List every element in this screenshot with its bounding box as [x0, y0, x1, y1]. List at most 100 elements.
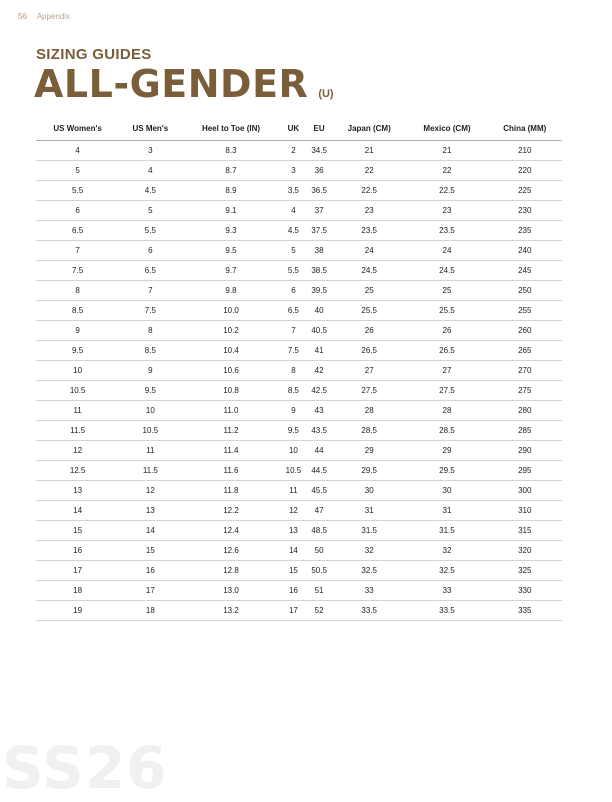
table-cell: 22.5 [331, 180, 407, 201]
table-cell: 27 [406, 360, 488, 381]
table-cell: 2 [280, 140, 307, 161]
table-cell: 240 [487, 240, 562, 261]
table-cell: 3 [280, 160, 307, 181]
table-cell: 5 [36, 160, 120, 181]
table-cell: 13 [280, 520, 307, 541]
table-cell: 11 [119, 440, 182, 461]
page-title: ALL-GENDER [34, 62, 309, 106]
table-cell: 315 [487, 520, 562, 541]
table-cell: 33 [331, 580, 407, 601]
table-cell: 9.5 [119, 380, 182, 401]
table-cell: 22 [406, 160, 488, 181]
table-row: 13 12 11.8 11 45.5 30 30 300 [36, 480, 562, 501]
table-cell: 16 [280, 580, 307, 601]
table-cell: 270 [487, 360, 562, 381]
table-cell: 7 [36, 240, 120, 261]
table-cell: 260 [487, 320, 562, 341]
table-cell: 6 [119, 240, 182, 261]
table-cell: 24.5 [331, 260, 407, 281]
table-cell: 27 [331, 360, 407, 381]
table-cell: 17 [280, 600, 307, 621]
table-cell: 32 [331, 540, 407, 561]
table-cell: 280 [487, 400, 562, 421]
table-cell: 28 [406, 400, 488, 421]
table-cell: 14 [119, 520, 182, 541]
table-cell: 29 [406, 440, 488, 461]
table-cell: 255 [487, 300, 562, 321]
table-cell: 8.5 [119, 340, 182, 361]
table-cell: 15 [280, 560, 307, 581]
table-cell: 27.5 [406, 380, 488, 401]
table-cell: 335 [487, 600, 562, 621]
table-cell: 22.5 [406, 180, 488, 201]
table-cell: 10.5 [36, 380, 120, 401]
size-chart-table: US Women's US Men's Heel to Toe (IN) UK EU Ja… [36, 116, 562, 621]
table-row: 18 17 13.0 16 51 33 33 330 [36, 580, 562, 601]
table-cell: 26.5 [406, 340, 488, 361]
table-cell: 33.5 [406, 600, 488, 621]
table-cell: 12 [36, 440, 120, 461]
table-cell: 51 [306, 580, 332, 601]
table-row: 9.5 8.5 10.4 7.5 41 26.5 26.5 265 [36, 340, 562, 361]
table-cell: 32.5 [406, 560, 488, 581]
table-cell: 8.5 [36, 300, 120, 321]
table-cell: 5 [119, 200, 182, 221]
table-cell: 11.0 [181, 400, 281, 421]
table-cell: 9.3 [181, 220, 281, 241]
table-cell: 6.5 [280, 300, 307, 321]
table-cell: 3 [119, 140, 182, 161]
table-cell: 7.5 [119, 300, 182, 321]
table-cell: 12.2 [181, 500, 281, 521]
table-cell: 33.5 [331, 600, 407, 621]
table-cell: 285 [487, 420, 562, 441]
table-cell: 25 [406, 280, 488, 301]
table-cell: 8 [36, 280, 120, 301]
table-cell: 18 [36, 580, 120, 601]
table-cell: 40 [306, 300, 332, 321]
table-cell: 290 [487, 440, 562, 461]
table-cell: 25.5 [406, 300, 488, 321]
table-row: 17 16 12.8 15 50.5 32.5 32.5 325 [36, 560, 562, 581]
table-cell: 22 [331, 160, 407, 181]
table-cell: 26.5 [331, 340, 407, 361]
column-header: Mexico (CM) [406, 116, 488, 141]
table-cell: 12 [119, 480, 182, 501]
table-cell: 15 [119, 540, 182, 561]
table-cell: 245 [487, 260, 562, 281]
table-row: 7 6 9.5 5 38 24 24 240 [36, 240, 562, 261]
column-header: Heel to Toe (IN) [181, 116, 281, 141]
table-cell: 11.5 [36, 420, 120, 441]
table-cell: 11 [36, 400, 120, 421]
table-cell: 9.7 [181, 260, 281, 281]
table-cell: 31.5 [331, 520, 407, 541]
table-cell: 9 [119, 360, 182, 381]
section-name: Appendix [36, 12, 71, 21]
table-cell: 7 [280, 320, 307, 341]
table-cell: 310 [487, 500, 562, 521]
table-cell: 8.3 [181, 140, 281, 161]
table-cell: 44.5 [306, 460, 332, 481]
table-cell: 5.5 [119, 220, 182, 241]
table-cell: 235 [487, 220, 562, 241]
table-cell: 23.5 [406, 220, 488, 241]
table-cell: 11.6 [181, 460, 281, 481]
table-cell: 250 [487, 280, 562, 301]
table-cell: 28.5 [331, 420, 407, 441]
table-cell: 36.5 [306, 180, 332, 201]
table-cell: 8.7 [181, 160, 281, 181]
table-cell: 3.5 [280, 180, 307, 201]
table-cell: 30 [331, 480, 407, 501]
table-row: 5 4 8.7 3 36 22 22 220 [36, 160, 562, 181]
table-cell: 12.4 [181, 520, 281, 541]
table-cell: 31.5 [406, 520, 488, 541]
table-cell: 325 [487, 560, 562, 581]
table-row: 10 9 10.6 8 42 27 27 270 [36, 360, 562, 381]
table-cell: 4.5 [119, 180, 182, 201]
table-row: 6 5 9.1 4 37 23 23 230 [36, 200, 562, 221]
table-row: 10.5 9.5 10.8 8.5 42.5 27.5 27.5 275 [36, 380, 562, 401]
table-cell: 5.5 [36, 180, 120, 201]
table-cell: 24 [331, 240, 407, 261]
table-cell: 28.5 [406, 420, 488, 441]
table-cell: 21 [406, 140, 488, 161]
table-cell: 230 [487, 200, 562, 221]
